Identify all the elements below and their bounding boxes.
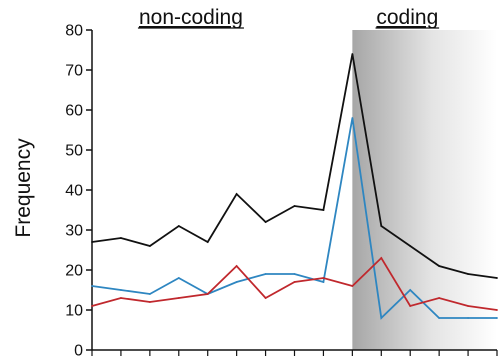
series-2-point <box>467 305 469 307</box>
series-1-point <box>293 273 296 275</box>
series-2-point <box>91 305 93 307</box>
series-1-point <box>91 285 93 287</box>
series-1-point <box>351 117 354 119</box>
series-1-point <box>148 293 151 295</box>
y-tick-label: 80 <box>65 23 83 40</box>
y-tick-label: 30 <box>65 223 83 240</box>
series-0-point <box>322 209 325 211</box>
series-2-point <box>206 293 209 295</box>
series-0-point <box>496 277 498 279</box>
y-tick-label: 10 <box>65 303 83 320</box>
series-1-point <box>235 281 238 283</box>
y-tick-label: 20 <box>65 263 83 280</box>
series-1-point <box>380 317 383 319</box>
series-2-point <box>438 297 441 299</box>
series-1-point <box>496 317 498 319</box>
y-axis-label: Frequency <box>12 138 35 238</box>
series-0-point <box>148 245 151 247</box>
series-2-point <box>351 285 354 287</box>
series-2-point <box>235 265 238 267</box>
series-0-point <box>380 225 383 227</box>
series-1-point <box>120 289 122 291</box>
series-2-point <box>120 297 122 299</box>
series-1-point <box>409 289 412 291</box>
series-2-point <box>322 277 325 279</box>
series-1-point <box>467 317 469 319</box>
y-tick-label: 0 <box>74 343 83 358</box>
series-layer <box>91 53 498 320</box>
y-tick-label: 60 <box>65 103 83 120</box>
series-0-point <box>438 265 441 267</box>
y-tick-label: 50 <box>65 143 83 160</box>
series-0-point <box>120 237 122 239</box>
series-0-point <box>91 241 93 243</box>
series-1-point <box>264 273 267 275</box>
series-2-point <box>496 309 498 311</box>
series-0-point <box>206 241 209 243</box>
axes: 0 10 20 30 40 50 60 70 80 <box>65 23 498 358</box>
series-1-point <box>177 277 180 279</box>
series-0-point <box>177 225 180 227</box>
series-2-point <box>177 297 180 299</box>
series-0-point <box>467 273 469 275</box>
series-0-point <box>409 245 412 247</box>
series-2-point <box>148 301 151 303</box>
series-0-point <box>351 53 354 55</box>
series-1-point <box>322 281 325 283</box>
series-2-point <box>264 297 267 299</box>
y-tick-label: 40 <box>65 183 83 200</box>
series-1-point <box>438 317 441 319</box>
series-0-point <box>293 205 296 207</box>
series-2-point <box>409 305 412 307</box>
region-label-0: non-coding <box>139 6 243 29</box>
region-label-1: coding <box>376 6 438 29</box>
coding-region-shading <box>352 30 497 350</box>
series-2-point <box>380 257 383 259</box>
series-0-point <box>235 193 238 195</box>
series-2-point <box>293 281 296 283</box>
region-layer: non-coding coding <box>137 6 497 350</box>
y-tick-label: 70 <box>65 63 83 80</box>
series-0-point <box>264 221 267 223</box>
